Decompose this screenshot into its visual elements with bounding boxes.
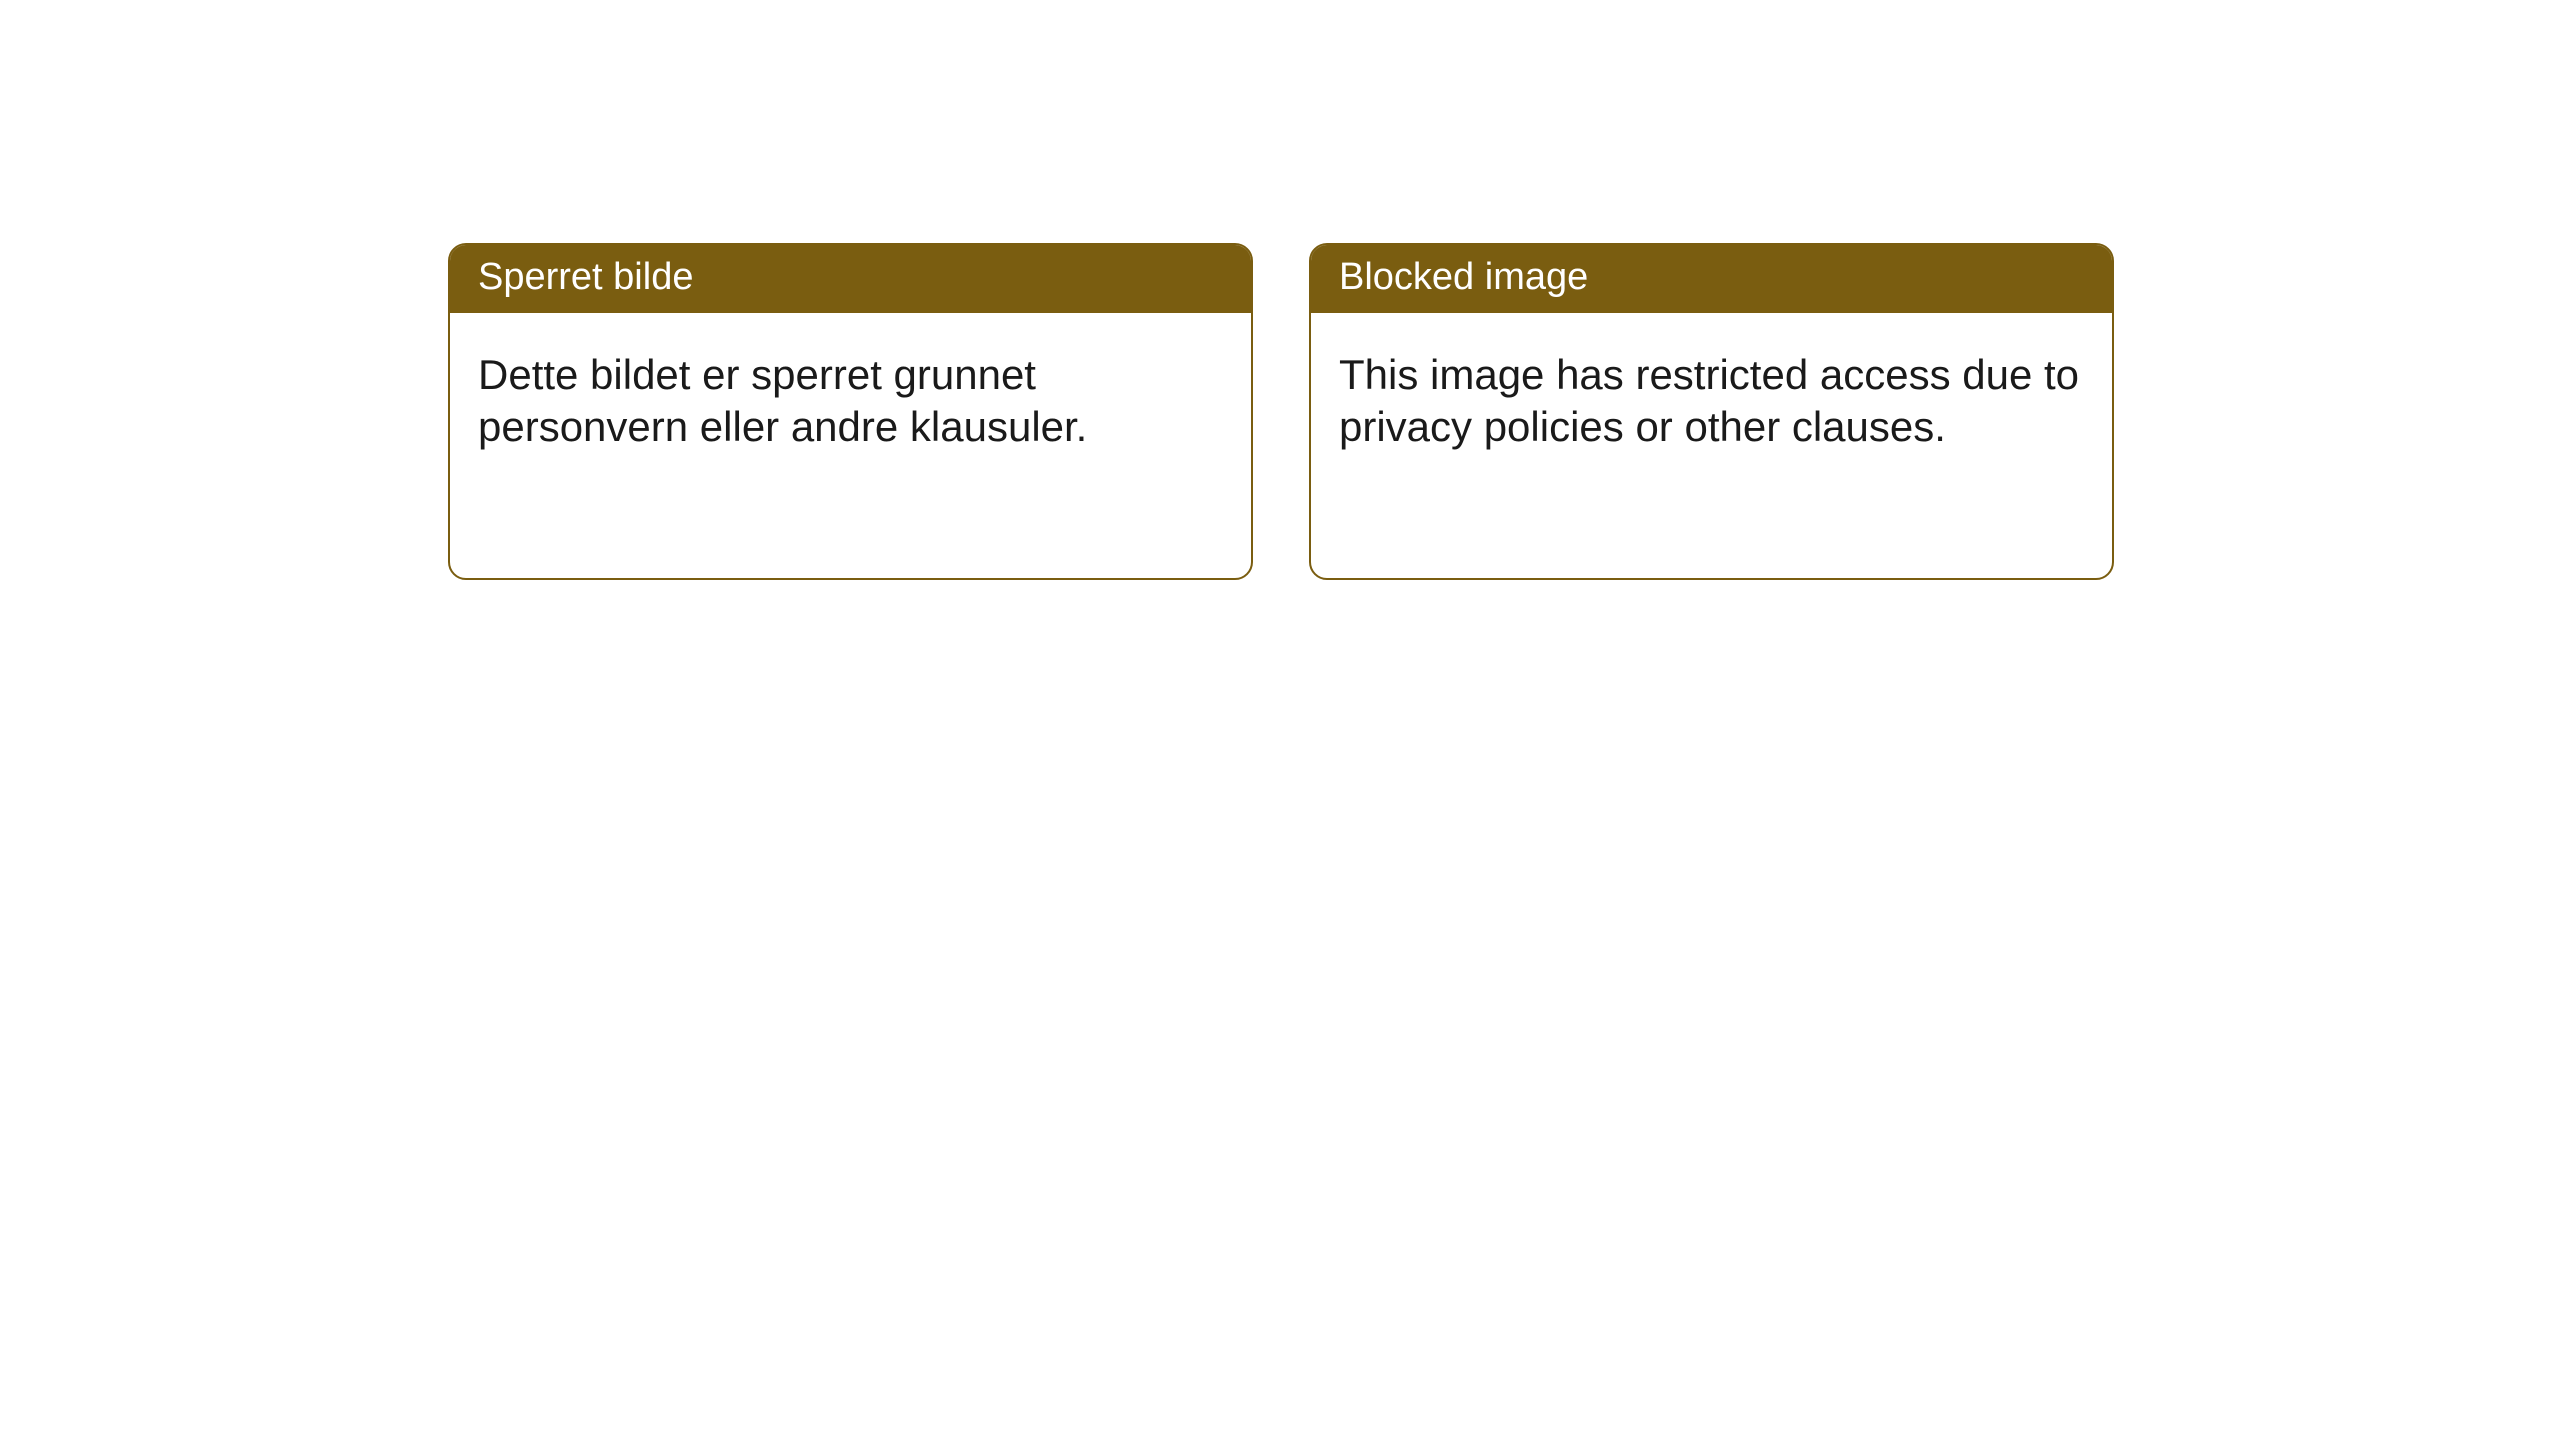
notice-card-norwegian: Sperret bilde Dette bildet er sperret gr… (448, 243, 1253, 580)
notice-card-english: Blocked image This image has restricted … (1309, 243, 2114, 580)
notice-body: This image has restricted access due to … (1311, 313, 2112, 490)
notice-body: Dette bildet er sperret grunnet personve… (450, 313, 1251, 490)
notice-header: Blocked image (1311, 245, 2112, 313)
notice-header: Sperret bilde (450, 245, 1251, 313)
notice-container: Sperret bilde Dette bildet er sperret gr… (0, 0, 2560, 580)
